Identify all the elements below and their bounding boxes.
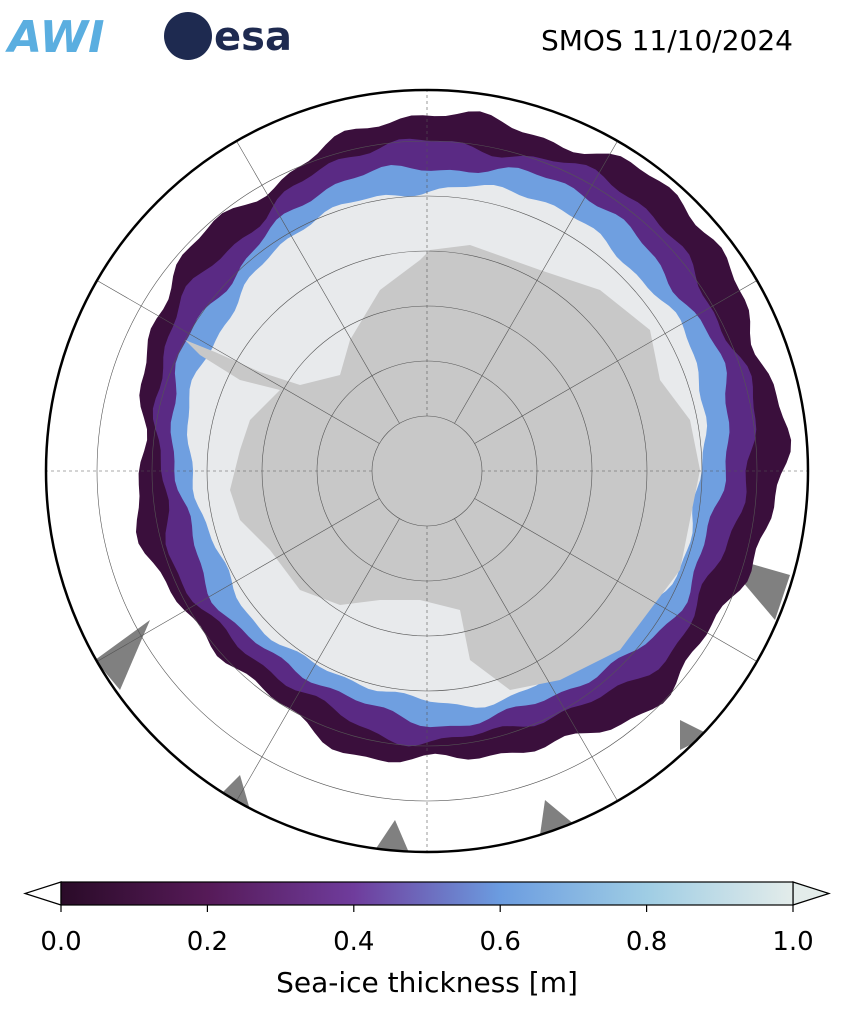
graticule-meridian: [226, 124, 400, 424]
graticule-meridian: [80, 498, 380, 672]
map: [46, 90, 808, 852]
graticule-circle: [96, 140, 758, 802]
colorbar-tick-label: 0.2: [187, 927, 228, 957]
no-data-wedge: [375, 820, 410, 852]
graticule-meridian: [454, 124, 628, 424]
colorbar: [23, 881, 831, 906]
map-frame: [44, 88, 810, 854]
colorbar-tick-label: 0.0: [40, 927, 81, 957]
no-data-wedge: [95, 620, 150, 690]
no-data-wedge: [680, 720, 710, 750]
graticule-circle: [151, 195, 703, 747]
graticule-meridian: [474, 498, 774, 672]
map-title: SMOS 11/10/2024: [541, 24, 793, 57]
colorbar-tick-label: 0.8: [626, 927, 667, 957]
graticule-meridian: [80, 270, 380, 444]
awi-logo: AWI: [5, 12, 105, 63]
antarctica: [185, 245, 700, 690]
colorbar-tick-label: 0.6: [480, 927, 521, 957]
graticule-meridian: [474, 270, 774, 444]
graticule-meridian: [454, 518, 628, 818]
colorbar-tick-label: 1.0: [772, 927, 813, 957]
colorbar-scale: [60, 881, 794, 906]
no-data-wedge: [220, 775, 250, 810]
colorbar-label: Sea-ice thickness [m]: [276, 966, 578, 999]
esa-emblem: [164, 12, 212, 60]
colorbar-tick-label: 0.4: [333, 927, 374, 957]
graticule-meridian: [226, 518, 400, 818]
esa-logo: esa: [214, 14, 292, 60]
